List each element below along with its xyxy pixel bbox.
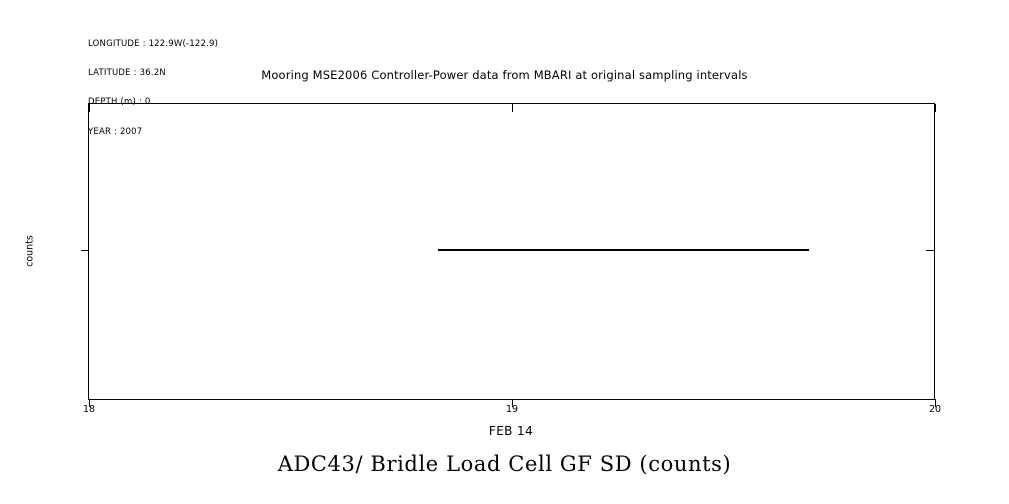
x-tick-18-bottom: [89, 399, 90, 407]
metadata-depth: DEPTH (m) : 0: [88, 97, 151, 108]
plot-title: Mooring MSE2006 Controller-Power data fr…: [261, 68, 748, 82]
metadata-longitude: LONGITUDE : 122.9W(-122.9): [88, 38, 219, 49]
x-tick-label-19: 19: [505, 404, 519, 415]
data-series-line: [438, 249, 809, 251]
x-tick-18-top: [89, 104, 90, 112]
x-tick-19-top: [512, 104, 513, 112]
y-tick-0-left: [81, 250, 89, 251]
metadata-block: LONGITUDE : 122.9W(-122.9) LATITUDE : 36…: [88, 20, 218, 147]
figure-caption: ADC43/ Bridle Load Cell GF SD (counts): [277, 452, 732, 476]
plot-area: [81, 103, 936, 407]
metadata-year: YEAR : 2007: [88, 126, 143, 137]
y-tick-0-right: [926, 250, 934, 251]
metadata-latitude: LATITUDE : 36.2N: [88, 67, 166, 78]
x-axis-label: FEB 14: [488, 424, 534, 438]
x-tick-label-18: 18: [82, 404, 96, 415]
x-tick-19-bottom: [512, 399, 513, 407]
y-axis-label: counts: [24, 235, 36, 267]
x-tick-label-20: 20: [928, 404, 942, 415]
x-tick-20-top: [935, 104, 936, 112]
x-tick-20-bottom: [935, 399, 936, 407]
